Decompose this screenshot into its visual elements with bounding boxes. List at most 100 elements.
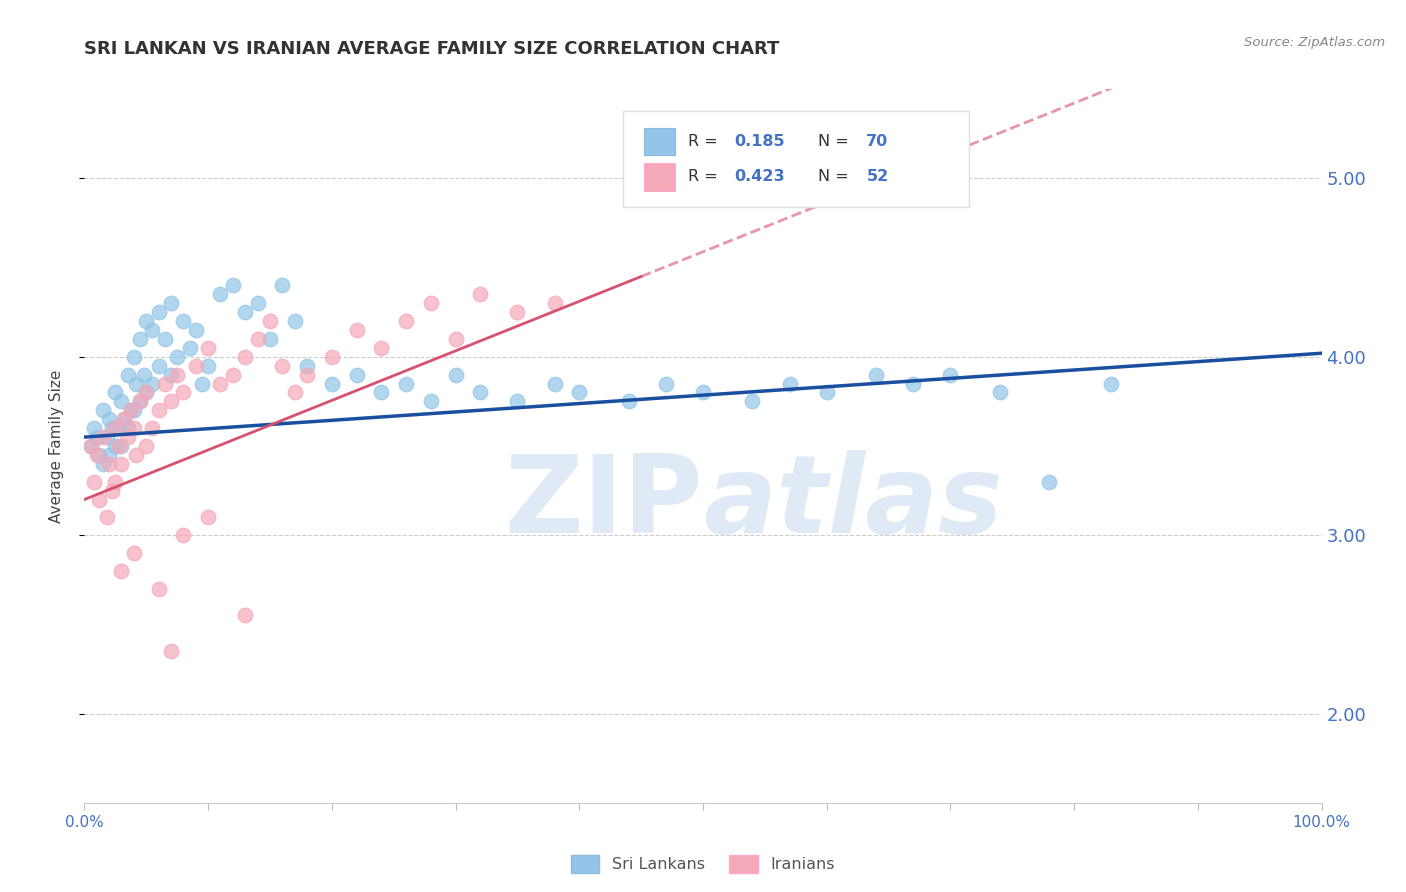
FancyBboxPatch shape xyxy=(623,111,969,207)
Point xyxy=(470,385,492,400)
Point xyxy=(110,394,132,409)
Point xyxy=(129,394,152,409)
Point xyxy=(132,368,155,382)
Point xyxy=(370,341,392,355)
Point xyxy=(122,350,145,364)
Point xyxy=(815,385,838,400)
FancyBboxPatch shape xyxy=(644,128,675,155)
Point xyxy=(83,421,105,435)
Point xyxy=(939,368,962,382)
Point xyxy=(117,368,139,382)
Point xyxy=(104,475,127,489)
Point xyxy=(86,448,108,462)
Point xyxy=(184,323,207,337)
Point xyxy=(112,412,135,426)
Point xyxy=(148,359,170,373)
Point xyxy=(395,376,418,391)
Point xyxy=(295,368,318,382)
Point xyxy=(135,314,157,328)
Text: atlas: atlas xyxy=(703,450,1002,556)
Point xyxy=(89,448,111,462)
Point xyxy=(370,385,392,400)
Point xyxy=(125,376,148,391)
Point xyxy=(197,510,219,524)
Point xyxy=(444,332,467,346)
Point xyxy=(346,323,368,337)
Point xyxy=(246,332,269,346)
Point xyxy=(233,608,256,623)
Point xyxy=(107,421,129,435)
Point xyxy=(419,394,441,409)
Point xyxy=(91,457,114,471)
Point xyxy=(83,475,105,489)
Text: 70: 70 xyxy=(866,134,889,149)
Text: ZIP: ZIP xyxy=(505,450,703,556)
Text: R =: R = xyxy=(688,134,723,149)
Point xyxy=(96,510,118,524)
Point xyxy=(166,368,188,382)
Point xyxy=(222,368,245,382)
Point xyxy=(692,385,714,400)
Point xyxy=(104,421,127,435)
Point xyxy=(444,368,467,382)
Point xyxy=(655,376,678,391)
Point xyxy=(160,296,183,310)
Point xyxy=(98,412,121,426)
Point xyxy=(259,332,281,346)
Point xyxy=(395,314,418,328)
Point xyxy=(779,376,801,391)
Point xyxy=(98,448,121,462)
Point xyxy=(179,341,201,355)
Point xyxy=(543,296,565,310)
Point xyxy=(903,376,925,391)
Point xyxy=(184,359,207,373)
Point xyxy=(470,287,492,301)
Text: R =: R = xyxy=(688,169,723,185)
Point xyxy=(172,385,194,400)
Point xyxy=(222,278,245,293)
Text: 0.185: 0.185 xyxy=(734,134,785,149)
Point xyxy=(110,457,132,471)
Point xyxy=(104,439,127,453)
Point xyxy=(122,421,145,435)
Point xyxy=(79,439,101,453)
Point xyxy=(117,430,139,444)
Point xyxy=(98,457,121,471)
Point xyxy=(135,385,157,400)
Point xyxy=(197,359,219,373)
Point xyxy=(120,403,142,417)
Point xyxy=(233,350,256,364)
Point xyxy=(741,394,763,409)
Point xyxy=(122,546,145,560)
Point xyxy=(110,439,132,453)
Point xyxy=(129,332,152,346)
Point xyxy=(246,296,269,310)
Point xyxy=(91,430,114,444)
Point xyxy=(91,403,114,417)
Point xyxy=(104,385,127,400)
Point xyxy=(153,332,176,346)
Text: Source: ZipAtlas.com: Source: ZipAtlas.com xyxy=(1244,36,1385,49)
Point xyxy=(1099,376,1122,391)
Point xyxy=(1038,475,1060,489)
Point xyxy=(141,376,163,391)
Point xyxy=(135,439,157,453)
Point xyxy=(233,305,256,319)
Text: SRI LANKAN VS IRANIAN AVERAGE FAMILY SIZE CORRELATION CHART: SRI LANKAN VS IRANIAN AVERAGE FAMILY SIZ… xyxy=(84,40,780,58)
Point xyxy=(346,368,368,382)
Point xyxy=(96,430,118,444)
Point xyxy=(284,314,307,328)
Point xyxy=(141,421,163,435)
Point xyxy=(321,376,343,391)
Point xyxy=(120,403,142,417)
Text: 52: 52 xyxy=(866,169,889,185)
Point xyxy=(172,528,194,542)
Point xyxy=(197,341,219,355)
Point xyxy=(100,483,122,498)
Point xyxy=(166,350,188,364)
Point xyxy=(617,394,640,409)
Point xyxy=(284,385,307,400)
Point xyxy=(568,385,591,400)
Point xyxy=(160,394,183,409)
Point xyxy=(191,376,214,391)
